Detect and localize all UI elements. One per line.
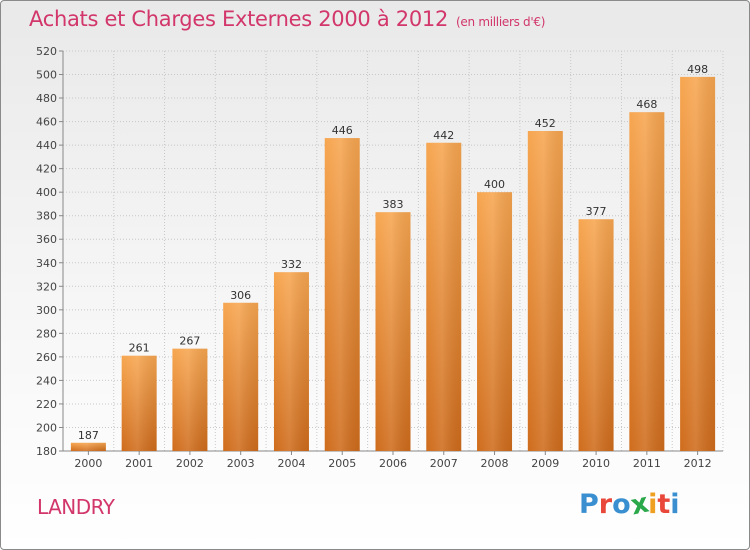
y-tick-label: 240	[36, 374, 57, 387]
logo-letter: o	[612, 489, 631, 520]
commune-name: LANDRY	[37, 495, 115, 519]
value-label-2000: 187	[78, 429, 99, 442]
bar-shine-2001	[121, 355, 157, 451]
y-tick-label: 340	[36, 257, 57, 270]
bar-layer	[70, 76, 716, 452]
logo-letter: t	[657, 489, 671, 520]
logo-letter: i	[648, 489, 658, 520]
y-tick-label: 200	[36, 421, 57, 434]
x-tick-label: 2003	[227, 457, 255, 470]
value-label-2004: 332	[281, 258, 302, 271]
value-label-2006: 383	[383, 198, 404, 211]
x-tick-label: 2002	[176, 457, 204, 470]
value-label-2009: 452	[535, 117, 556, 130]
bar-shine-2002	[172, 348, 208, 451]
y-tick-label: 420	[36, 163, 57, 176]
y-tick-label: 280	[36, 327, 57, 340]
value-label-2010: 377	[586, 205, 607, 218]
bar-shine-2010	[578, 219, 614, 451]
y-tick-label: 220	[36, 398, 57, 411]
x-tick-label: 2006	[379, 457, 407, 470]
bar-shine-2006	[375, 212, 411, 451]
x-tick-label: 2010	[582, 457, 610, 470]
bar-shine-2009	[527, 131, 563, 451]
bar-shine-2000	[70, 442, 106, 451]
y-tick-label: 320	[36, 280, 57, 293]
bar-shine-2007	[426, 142, 462, 451]
value-label-2008: 400	[484, 178, 505, 191]
bar-shine-2004	[273, 272, 309, 451]
y-tick-label: 360	[36, 233, 57, 246]
y-tick-label: 520	[36, 45, 57, 58]
x-tick-label: 2005	[328, 457, 356, 470]
label-layer: 2000 187 2001 261 2002 267 2003 306 2004 332 2005 4…	[74, 63, 711, 470]
value-label-2011: 468	[636, 98, 657, 111]
bar-shine-2012	[680, 76, 716, 451]
chart-title-text: Achats et Charges Externes 2000 à 2012	[29, 7, 449, 31]
y-tick-label: 500	[36, 69, 57, 82]
bar-shine-2003	[223, 302, 259, 451]
chart-subtitle: (en milliers d'€)	[456, 15, 546, 29]
bar-shine-2011	[629, 112, 665, 452]
y-tick-label: 400	[36, 186, 57, 199]
y-tick-label: 480	[36, 92, 57, 105]
y-tick-label: 440	[36, 139, 57, 152]
value-label-2005: 446	[332, 124, 353, 137]
value-label-2003: 306	[230, 289, 251, 302]
chart-title: Achats et Charges Externes 2000 à 2012 (e…	[29, 7, 545, 31]
x-tick-label: 2007	[430, 457, 458, 470]
x-tick-label: 2008	[481, 457, 509, 470]
value-label-2002: 267	[179, 335, 200, 348]
y-tick-label: 380	[36, 210, 57, 223]
logo-letter: i	[670, 489, 680, 520]
x-tick-label: 2000	[74, 457, 102, 470]
x-tick-label: 2011	[633, 457, 661, 470]
bar-shine-2008	[477, 192, 513, 452]
x-tick-label: 2004	[277, 457, 305, 470]
logo-letter: r	[598, 489, 613, 520]
axis-layer: 180 200 220 240 260 280 300 320 340 360 380 400 420 4…	[36, 45, 723, 458]
value-label-2001: 261	[129, 342, 150, 355]
x-tick-label: 2012	[684, 457, 712, 470]
proxiti-logo[interactable]: Proxiti	[579, 488, 680, 522]
y-tick-label: 300	[36, 304, 57, 317]
y-tick-label: 180	[36, 445, 57, 458]
bar-shine-2005	[324, 138, 360, 451]
logo-letter: P	[579, 489, 599, 520]
value-label-2012: 498	[687, 63, 708, 76]
x-tick-label: 2009	[531, 457, 559, 470]
y-tick-label: 260	[36, 351, 57, 364]
value-label-2007: 442	[433, 129, 454, 142]
y-tick-label: 460	[36, 116, 57, 129]
x-tick-label: 2001	[125, 457, 153, 470]
